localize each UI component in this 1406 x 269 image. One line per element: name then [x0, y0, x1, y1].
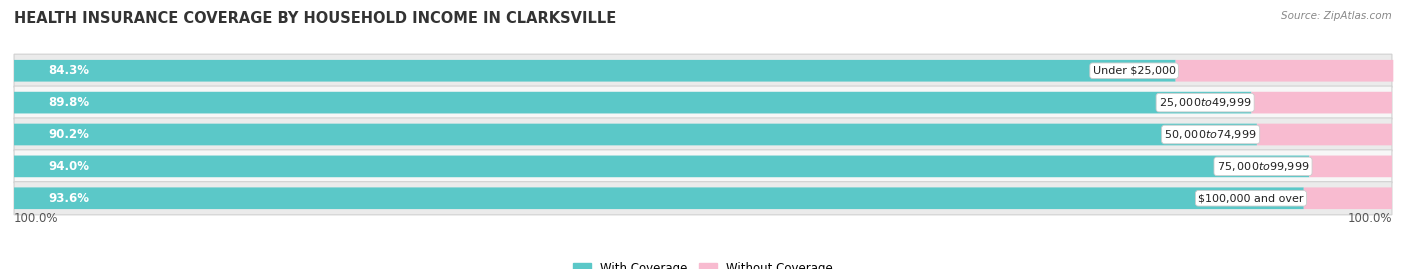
FancyBboxPatch shape [1251, 92, 1392, 114]
FancyBboxPatch shape [14, 187, 1303, 209]
FancyBboxPatch shape [14, 54, 1392, 87]
Text: 93.6%: 93.6% [48, 192, 90, 205]
FancyBboxPatch shape [1303, 187, 1392, 209]
Text: Source: ZipAtlas.com: Source: ZipAtlas.com [1281, 11, 1392, 21]
Text: $25,000 to $49,999: $25,000 to $49,999 [1159, 96, 1251, 109]
Text: 84.3%: 84.3% [48, 64, 90, 77]
FancyBboxPatch shape [1257, 124, 1392, 145]
Text: 94.0%: 94.0% [48, 160, 90, 173]
Text: HEALTH INSURANCE COVERAGE BY HOUSEHOLD INCOME IN CLARKSVILLE: HEALTH INSURANCE COVERAGE BY HOUSEHOLD I… [14, 11, 616, 26]
FancyBboxPatch shape [14, 92, 1251, 114]
Text: 89.8%: 89.8% [48, 96, 90, 109]
FancyBboxPatch shape [14, 124, 1257, 145]
Text: $50,000 to $74,999: $50,000 to $74,999 [1164, 128, 1257, 141]
Text: 100.0%: 100.0% [14, 213, 59, 225]
Text: 100.0%: 100.0% [1347, 213, 1392, 225]
Text: Under $25,000: Under $25,000 [1092, 66, 1175, 76]
FancyBboxPatch shape [14, 155, 1309, 177]
FancyBboxPatch shape [14, 60, 1175, 82]
FancyBboxPatch shape [1175, 60, 1393, 82]
FancyBboxPatch shape [1309, 155, 1392, 177]
FancyBboxPatch shape [14, 86, 1392, 119]
Text: $100,000 and over: $100,000 and over [1198, 193, 1303, 203]
FancyBboxPatch shape [14, 118, 1392, 151]
FancyBboxPatch shape [14, 150, 1392, 183]
Legend: With Coverage, Without Coverage: With Coverage, Without Coverage [568, 258, 838, 269]
Text: 90.2%: 90.2% [48, 128, 90, 141]
FancyBboxPatch shape [14, 182, 1392, 215]
Text: $75,000 to $99,999: $75,000 to $99,999 [1216, 160, 1309, 173]
